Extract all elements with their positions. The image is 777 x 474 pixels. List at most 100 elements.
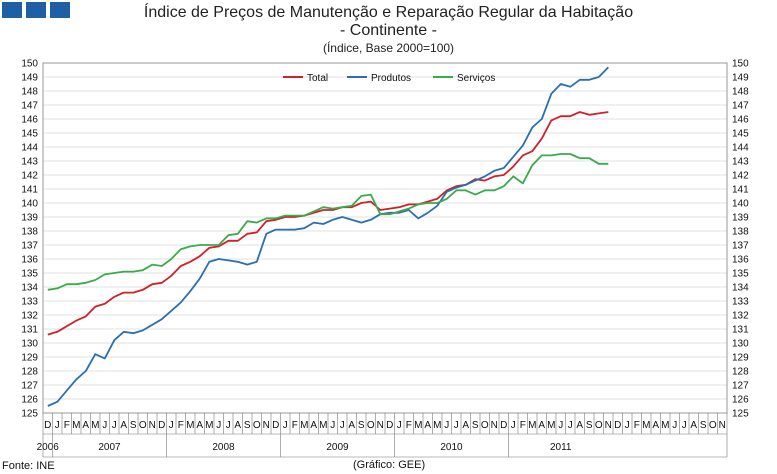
y-tick-label-right: 134 [732, 283, 749, 294]
x-tick-label: J [55, 420, 60, 431]
x-tick-label: M [91, 420, 99, 431]
y-tick-label-right: 125 [732, 409, 749, 420]
x-tick-label: J [397, 420, 402, 431]
year-label: 2006 [37, 442, 60, 453]
x-tick-label: M [319, 420, 327, 431]
x-tick-label: A [538, 420, 545, 431]
year-label: 2009 [326, 442, 349, 453]
x-tick-label: O [595, 420, 603, 431]
x-tick-label: N [491, 420, 498, 431]
y-tick-label-right: 146 [732, 115, 749, 126]
x-tick-label: F [520, 420, 526, 431]
x-tick-label: F [292, 420, 298, 431]
y-tick-label-left: 145 [21, 129, 38, 140]
y-tick-label-left: 143 [21, 157, 38, 168]
x-tick-label: J [558, 420, 563, 431]
logo-square [2, 2, 22, 18]
series-line-produtos [47, 66, 609, 407]
x-tick-label: M [186, 420, 194, 431]
x-tick-label: A [576, 420, 583, 431]
x-tick-label: J [102, 420, 107, 431]
y-tick-label-right: 145 [732, 129, 749, 140]
x-tick-label: J [682, 420, 687, 431]
y-tick-label-left: 130 [21, 339, 38, 350]
x-tick-label: A [196, 420, 203, 431]
x-tick-label: M [528, 420, 536, 431]
x-tick-label: J [625, 420, 630, 431]
y-tick-label-right: 150 [732, 59, 749, 70]
x-tick-label: D [44, 420, 51, 431]
x-tick-label: A [690, 420, 697, 431]
y-tick-label-left: 144 [21, 143, 38, 154]
y-tick-label-left: 149 [21, 73, 38, 84]
series-line-servicos [47, 153, 609, 291]
x-tick-label: A [348, 420, 355, 431]
y-tick-label-left: 129 [21, 353, 38, 364]
y-tick-label-left: 139 [21, 213, 38, 224]
x-tick-label: O [253, 420, 261, 431]
chart-subtitle: - Continente - [340, 22, 437, 39]
y-tick-label-left: 128 [21, 367, 38, 378]
x-tick-label: D [500, 420, 507, 431]
y-tick-label-right: 138 [732, 227, 749, 238]
x-tick-label: A [310, 420, 317, 431]
y-tick-label-right: 139 [732, 213, 749, 224]
x-tick-label: D [614, 420, 621, 431]
y-tick-label-left: 146 [21, 115, 38, 126]
chart-unit: (Índice, Base 2000=100) [322, 41, 455, 55]
y-tick-label-left: 134 [21, 283, 38, 294]
y-tick-label-right: 132 [732, 311, 749, 322]
legend-label-total: Total [307, 73, 328, 84]
x-tick-label: O [709, 420, 717, 431]
x-tick-label: S [700, 420, 707, 431]
x-tick-label: S [472, 420, 479, 431]
x-tick-label: O [367, 420, 375, 431]
x-tick-label: S [130, 420, 137, 431]
plot-area [42, 62, 728, 414]
series-line-total [47, 111, 609, 336]
y-tick-label-left: 133 [21, 297, 38, 308]
x-tick-label: F [178, 420, 184, 431]
x-tick-label: M [661, 420, 669, 431]
y-tick-label-right: 140 [732, 199, 749, 210]
x-tick-label: D [386, 420, 393, 431]
y-tick-label-right: 130 [732, 339, 749, 350]
x-tick-label: A [652, 420, 659, 431]
x-tick-label: J [216, 420, 221, 431]
y-tick-label-left: 132 [21, 311, 38, 322]
source-note: Fonte: INE [2, 460, 55, 472]
x-tick-label: J [169, 420, 174, 431]
x-tick-label: A [424, 420, 431, 431]
y-tick-label-right: 144 [732, 143, 749, 154]
y-tick-label-right: 149 [732, 73, 749, 84]
x-tick-label: J [112, 420, 117, 431]
x-tick-label: J [511, 420, 516, 431]
x-tick-label: N [149, 420, 156, 431]
y-tick-label-left: 138 [21, 227, 38, 238]
y-tick-label-right: 137 [732, 241, 749, 252]
year-label: 2007 [98, 442, 121, 453]
x-tick-label: J [283, 420, 288, 431]
x-tick-label: A [120, 420, 127, 431]
year-label: 2008 [212, 442, 235, 453]
y-tick-label-left: 141 [21, 185, 38, 196]
y-tick-label-right: 141 [732, 185, 749, 196]
x-tick-label: J [454, 420, 459, 431]
y-tick-label-right: 148 [732, 87, 749, 98]
y-tick-label-left: 150 [21, 59, 38, 70]
logo [2, 2, 70, 18]
y-tick-label-left: 126 [21, 395, 38, 406]
y-tick-label-right: 128 [732, 367, 749, 378]
x-tick-label: J [330, 420, 335, 431]
x-tick-label: S [244, 420, 251, 431]
chart-credit: (Gráfico: GEE) [353, 459, 426, 471]
year-label: 2010 [440, 442, 463, 453]
y-tick-label-left: 148 [21, 87, 38, 98]
y-tick-label-left: 142 [21, 171, 38, 182]
y-tick-label-left: 135 [21, 269, 38, 280]
y-tick-label-right: 127 [732, 381, 749, 392]
x-tick-label: M [300, 420, 308, 431]
y-tick-label-right: 147 [732, 101, 749, 112]
x-tick-label: S [358, 420, 365, 431]
y-tick-label-left: 137 [21, 241, 38, 252]
